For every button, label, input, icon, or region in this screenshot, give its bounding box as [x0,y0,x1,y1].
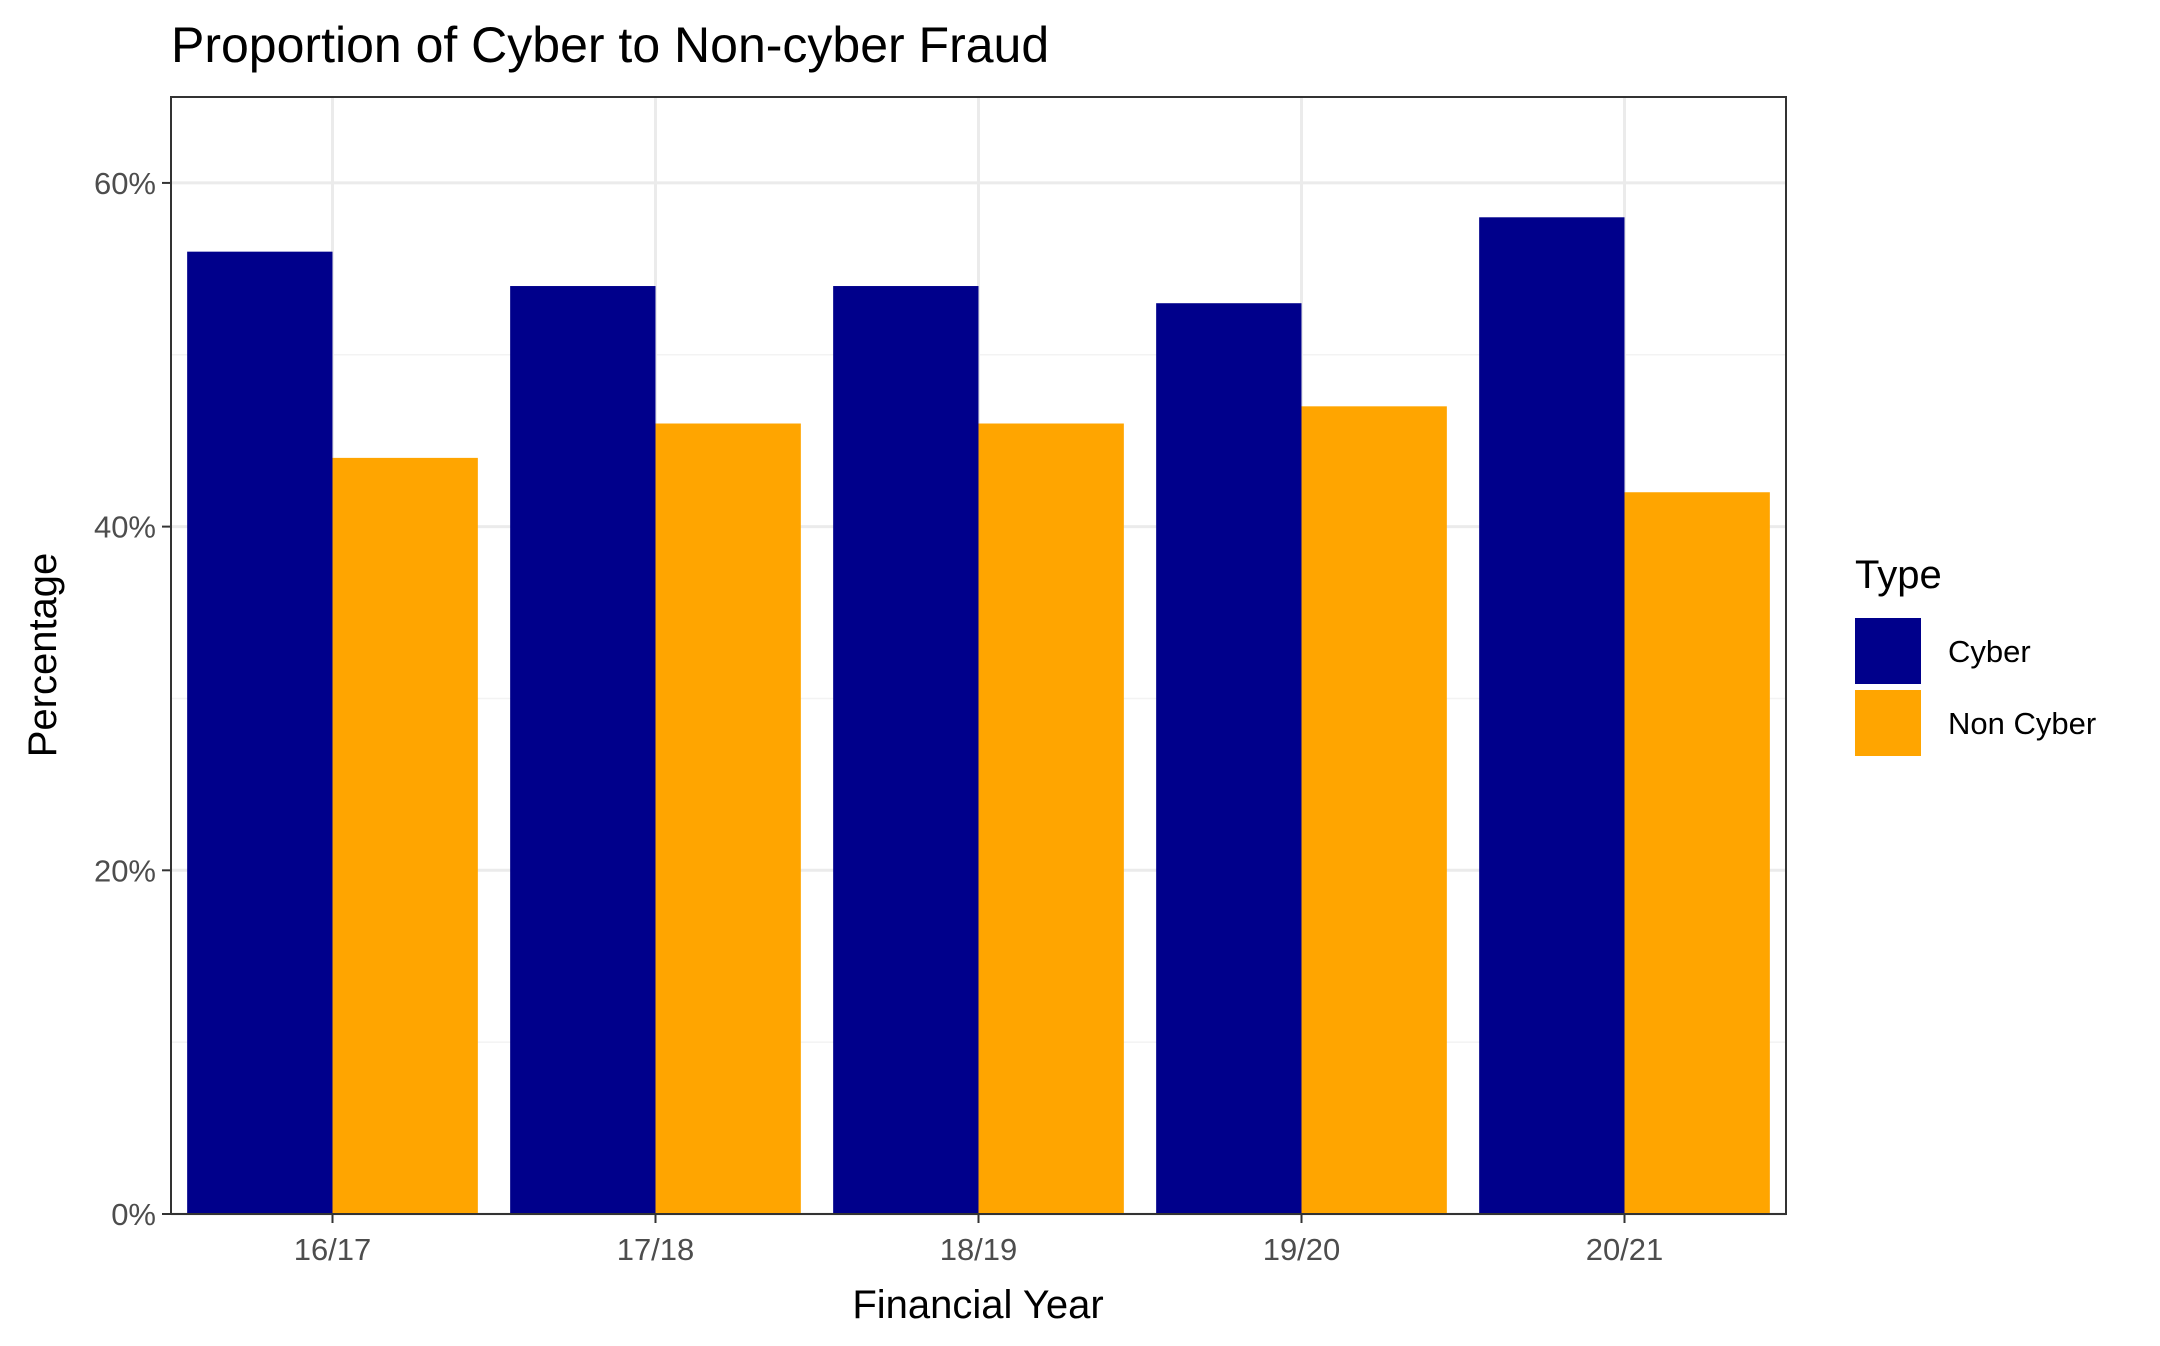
legend-label-cyber: Cyber [1948,634,2031,669]
bar-cyber [510,286,656,1214]
bar-non-cyber [1301,406,1447,1214]
bar-non-cyber [655,423,801,1214]
legend-title: Type [1855,553,1942,597]
y-axis: 0% 20% 40% 60% [94,166,171,1232]
y-axis-title: Percentage [21,553,65,758]
x-axis-title: Financial Year [852,1283,1103,1327]
legend-key-cyber [1855,618,1921,684]
y-tick-label: 60% [94,166,156,201]
x-tick-label: 18/19 [940,1232,1018,1267]
x-tick-label: 17/18 [617,1232,695,1267]
bar-non-cyber [332,457,478,1214]
x-tick-label: 16/17 [294,1232,372,1267]
bar-cyber [1156,303,1302,1214]
chart-title: Proportion of Cyber to Non-cyber Fraud [171,17,1049,73]
y-tick-label: 20% [94,853,156,888]
bar-cyber [187,251,333,1214]
bar-cyber [833,286,979,1214]
legend-key-non-cyber [1855,690,1921,756]
legend-label-non-cyber: Non Cyber [1948,706,2096,741]
legend: Type Cyber Non Cyber [1855,553,2096,756]
bars [187,217,1770,1215]
y-tick-label: 40% [94,510,156,545]
bar-non-cyber [978,423,1124,1214]
bar-non-cyber [1624,492,1770,1214]
y-tick-label: 0% [111,1197,156,1232]
x-tick-label: 19/20 [1263,1232,1341,1267]
x-tick-label: 20/21 [1586,1232,1664,1267]
bar-cyber [1479,217,1625,1215]
x-axis: 16/17 17/18 18/19 19/20 20/21 [294,1214,1664,1267]
